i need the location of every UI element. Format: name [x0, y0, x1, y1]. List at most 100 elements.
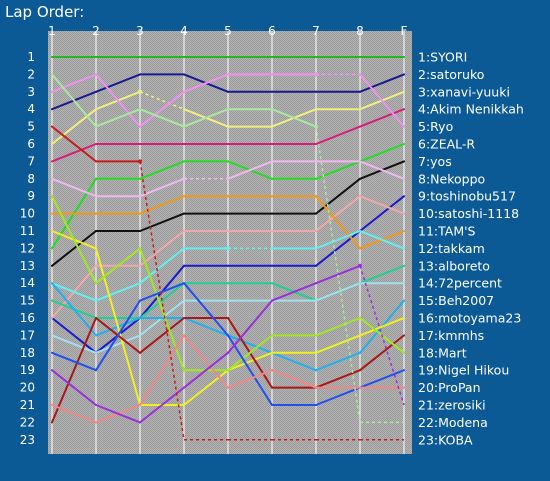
series-segment	[315, 177, 361, 215]
series-segment	[271, 108, 317, 128]
series-segment	[183, 108, 229, 128]
finish-label: 21:zerosiki	[418, 398, 486, 413]
series-segment	[315, 282, 361, 302]
series-line	[51, 160, 405, 198]
series-segment	[139, 247, 185, 285]
series-segment	[359, 334, 405, 372]
position-label: 17	[20, 328, 35, 342]
position-label: 14	[20, 276, 35, 290]
retire-marker	[314, 72, 318, 77]
series-segment	[227, 351, 273, 372]
retire-marker	[226, 246, 230, 251]
finish-label: 6:ZEAL-R	[418, 137, 475, 152]
series-segment	[183, 369, 229, 406]
series-segment	[359, 195, 405, 215]
finish-label: 15:Beh2007	[418, 293, 494, 308]
series-segment	[51, 404, 97, 424]
lap-label: 7	[312, 24, 320, 38]
position-label: 10	[20, 207, 35, 221]
series-segment	[271, 351, 317, 372]
finish-label: 22:Modena	[418, 415, 488, 430]
finish-label: 17:kmmhs	[418, 328, 484, 343]
series-line	[51, 195, 405, 372]
position-label: 13	[20, 259, 35, 273]
series-segment	[51, 282, 97, 302]
finish-label: 7:yos	[418, 154, 452, 169]
series-line	[51, 108, 405, 163]
series-segment	[315, 369, 361, 389]
series-segment	[359, 265, 405, 406]
retire-marker	[182, 176, 186, 181]
series-segment	[315, 126, 361, 423]
lap-label: 5	[224, 24, 232, 38]
series-line	[51, 230, 405, 406]
position-label: 19	[20, 363, 35, 377]
finish-label: 19:Nigel Hikou	[418, 363, 509, 378]
series-segment	[271, 282, 317, 302]
series-line	[51, 282, 405, 406]
position-label: 21	[20, 398, 35, 412]
lap-axis-labels: 1 2 3 4 5 6 7 8 F	[48, 24, 407, 38]
position-label: 20	[20, 381, 35, 395]
position-label: 23	[20, 433, 35, 447]
series-segment	[139, 91, 185, 110]
series-segment	[95, 299, 141, 372]
series-segment	[271, 369, 317, 389]
finish-label: 8:Nekoppo	[418, 171, 485, 186]
finish-label: 11:TAM'S	[418, 224, 476, 239]
series-segment	[139, 230, 185, 267]
series-segment	[227, 160, 273, 180]
finish-label: 12:takkam	[418, 241, 485, 256]
series-segment	[139, 317, 185, 354]
plot-area	[48, 31, 412, 454]
series-line	[51, 125, 404, 441]
series-segment	[359, 369, 405, 389]
series-segment	[51, 177, 97, 198]
series-segment	[315, 351, 361, 372]
finish-label: 16:motoyama23	[418, 311, 521, 326]
series-segment	[51, 351, 97, 372]
series-segment	[51, 195, 97, 285]
lap-gridlines	[51, 31, 405, 454]
series-segment	[51, 334, 97, 354]
series-segment	[183, 282, 229, 337]
retire-marker	[314, 124, 318, 129]
series-segment	[359, 73, 405, 128]
series-segment	[95, 73, 141, 93]
position-label: 7	[27, 154, 35, 168]
series-segment	[139, 160, 185, 180]
finish-label: 18:Mart	[418, 345, 467, 360]
finish-label: 3:xanavi-yuuki	[418, 84, 510, 99]
lap-label: 6	[268, 24, 276, 38]
finish-label: 4:Akim Nenikkah	[418, 102, 524, 117]
finish-label: 20:ProPan	[418, 380, 481, 395]
retire-marker	[138, 159, 142, 164]
series-segment	[95, 334, 141, 354]
position-label: 9	[27, 189, 35, 203]
series-segment	[227, 334, 273, 372]
series-segment	[51, 317, 97, 354]
series-line	[51, 160, 405, 267]
series-segment	[359, 108, 405, 128]
series-segment	[183, 351, 229, 389]
series-segment	[139, 90, 185, 128]
series-segment	[51, 73, 97, 128]
lap-label: 3	[136, 24, 144, 38]
position-label: 18	[20, 346, 35, 360]
series-segment	[183, 73, 229, 93]
series-segment	[315, 264, 361, 285]
finish-label: 5:Ryo	[418, 119, 453, 134]
series-segment	[139, 161, 185, 440]
finish-label: 1:SYORI	[418, 50, 467, 65]
series-line	[51, 72, 405, 128]
series-segment	[227, 334, 273, 354]
position-label: 4	[27, 102, 35, 116]
position-label: 6	[27, 137, 35, 151]
position-label: 8	[27, 172, 35, 186]
lap-label: 1	[48, 24, 56, 38]
lap-label: 8	[356, 24, 364, 38]
series-segment	[359, 230, 405, 250]
series-segment	[139, 177, 185, 198]
